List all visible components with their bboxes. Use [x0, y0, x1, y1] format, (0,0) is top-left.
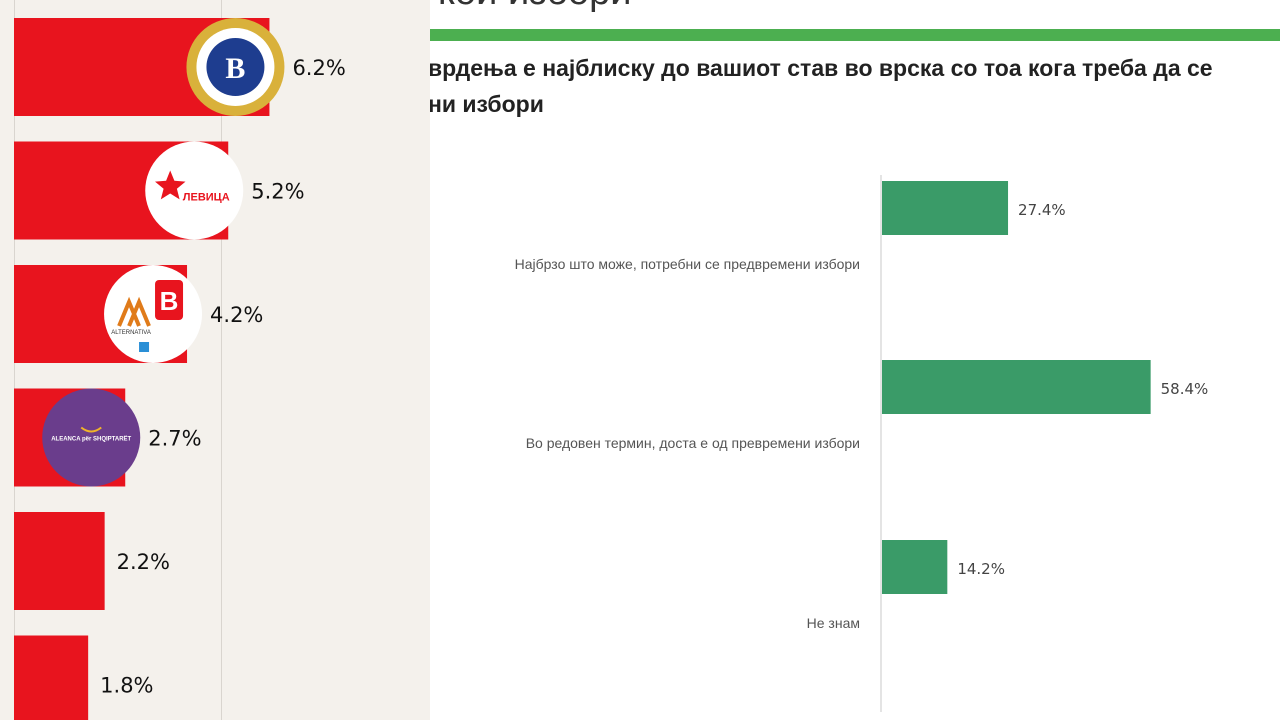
party-results-panel: B 6.2% ЛЕВИЦА 5.2% B ALTERNATIVA 4.2% ALEANCA p…	[0, 0, 430, 720]
ld-mark-letter: B	[160, 286, 179, 316]
bar-value-label: 14.2%	[957, 560, 1005, 578]
ld-small-mark	[139, 342, 150, 352]
bar-value-label: 1.8%	[100, 674, 153, 698]
alternativa-ld-logo: B ALTERNATIVA	[104, 265, 203, 363]
alleanca-logo: ALEANCA për SHQIPTARËT	[42, 388, 141, 487]
party-bar-chart: B 6.2% ЛЕВИЦА 5.2% B ALTERNATIVA 4.2% ALEANCA p…	[14, 18, 346, 720]
levica-logo-text: ЛЕВИЦА	[183, 192, 230, 204]
bar	[882, 181, 1009, 235]
alternativa-logo-text: ALTERNATIVA	[111, 330, 151, 336]
gridline	[221, 0, 222, 720]
bar-value-label: 27.4%	[1018, 201, 1066, 219]
bar-value-label: 5.2%	[251, 180, 304, 204]
levica-logo: ЛЕВИЦА	[145, 141, 244, 240]
bar	[882, 360, 1151, 414]
election-timing-bar-chart: 27.4% Најбрзо што може, потребни се предв…	[515, 175, 1209, 712]
bar-value-label: 2.7%	[148, 427, 201, 451]
category-label: Најбрзо што може, потребни се предвремен…	[515, 256, 860, 272]
bar-value-label: 2.2%	[117, 550, 170, 574]
levica-logo-circle	[145, 141, 244, 240]
survey-question-line: ни избори	[430, 91, 544, 117]
bar-value-label: 6.2%	[292, 56, 345, 80]
ld-mark	[155, 280, 184, 320]
bar-value-label: 58.4%	[1161, 380, 1209, 398]
category-label: Не знам	[807, 615, 860, 631]
category-label: Во редовен термин, доста е од превремени…	[526, 435, 860, 451]
survey-question: врдења е најблиску до вашиот став во врс…	[430, 50, 1280, 122]
survey-slide: кои избори врдења е најблиску до вашиот …	[430, 0, 1280, 720]
aleanca-logo-circle	[42, 388, 141, 487]
bdi-logo: B	[186, 18, 285, 116]
slide-title: кои избори	[438, 0, 631, 12]
bar	[14, 635, 89, 720]
aleanca-logo-text: ALEANCA për SHQIPTARËT	[51, 436, 131, 443]
survey-question-line: врдења е најблиску до вашиот став во врс…	[430, 55, 1213, 81]
title-underline	[430, 29, 1280, 41]
alternativa-mark	[117, 296, 151, 327]
bdi-logo-core	[206, 38, 265, 96]
bar	[882, 540, 948, 594]
bar	[14, 512, 105, 610]
star-icon	[155, 170, 186, 200]
bar-value-label: 4.2%	[210, 303, 263, 327]
aleanca-mark	[80, 426, 102, 433]
bdi-logo-mark: B	[225, 52, 245, 85]
alternativa-logo-circle	[104, 265, 203, 363]
